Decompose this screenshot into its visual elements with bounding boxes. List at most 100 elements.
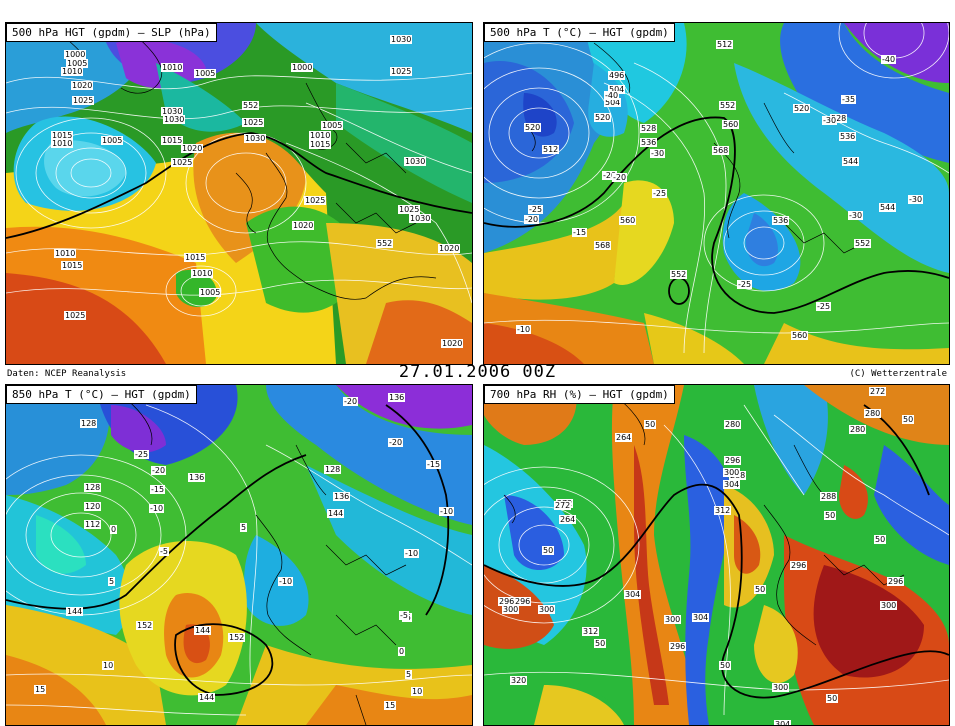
- isoline-label: 300: [772, 683, 790, 692]
- isoline-label: 136: [188, 473, 206, 482]
- isoline-label: 504: [608, 85, 626, 94]
- map-500hpa-slp-field: [6, 23, 472, 364]
- isoline-label: -30: [650, 149, 666, 158]
- isoline-label: 568: [712, 146, 730, 155]
- isoline-label: 304: [692, 613, 710, 622]
- isoline-label: 560: [722, 120, 740, 129]
- isoline-label: 544: [842, 157, 860, 166]
- isoline-label: 1015: [161, 136, 184, 145]
- isoline-label: 560: [619, 216, 637, 225]
- isoline-label: 50: [542, 546, 555, 555]
- isoline-label: -30: [822, 116, 838, 125]
- isoline-label: 272: [869, 387, 887, 396]
- isoline-label: 552: [242, 101, 260, 110]
- isoline-label: 1025: [171, 158, 194, 167]
- isoline-label: -30: [908, 195, 924, 204]
- isoline-label: -30: [848, 211, 864, 220]
- isoline-label: 520: [594, 113, 612, 122]
- isoline-label: 1020: [441, 339, 464, 348]
- isoline-label: 512: [542, 145, 560, 154]
- map-850hpa-temperature-field: [6, 385, 472, 725]
- isoline-label: 552: [719, 101, 737, 110]
- isoline-label: 5: [108, 577, 116, 586]
- isoline-label: 304: [624, 590, 642, 599]
- isoline-label: 15: [34, 685, 47, 694]
- copyright-label: (C) Wetterzentrale: [849, 369, 947, 379]
- isoline-label: 536: [772, 216, 790, 225]
- isoline-label: 1015: [51, 131, 74, 140]
- isoline-label: 320: [510, 676, 528, 685]
- isoline-label: 1025: [398, 205, 421, 214]
- isoline-label: 300: [538, 605, 556, 614]
- isoline-label: 50: [826, 694, 839, 703]
- isoline-label: 1015: [61, 261, 84, 270]
- isoline-label: -40: [604, 91, 620, 100]
- isoline-label: 128: [80, 419, 98, 428]
- isoline-label: -10: [439, 507, 455, 516]
- isoline-label: -25: [737, 280, 753, 289]
- isoline-label: 1005: [66, 59, 89, 68]
- isoline-label: 312: [582, 627, 600, 636]
- isoline-label: 528: [830, 114, 848, 123]
- isoline-label: 1015: [309, 140, 332, 149]
- isoline-label: 112: [84, 520, 102, 529]
- isoline-label: 152: [136, 621, 154, 630]
- isoline-label: 496: [608, 71, 626, 80]
- isoline-label: 136: [388, 393, 406, 402]
- isoline-label: 15: [384, 701, 397, 710]
- isoline-label: 560: [791, 331, 809, 340]
- isoline-label: 0: [398, 647, 406, 656]
- isoline-label: 1020: [71, 81, 94, 90]
- panel-title: 500 hPa T (°C) — HGT (gpdm): [484, 23, 675, 42]
- isoline-label: -35: [841, 95, 857, 104]
- isoline-label: -25: [134, 450, 150, 459]
- isoline-label: 1020: [438, 244, 461, 253]
- map-panel-850hpa-temperature: 850 hPa T (°C) — HGT (gpdm) 128 -20 136 …: [5, 384, 473, 726]
- isoline-label: 264: [559, 515, 577, 524]
- isoline-label: 536: [640, 138, 658, 147]
- isoline-label: 144: [327, 509, 345, 518]
- isoline-label: 1005: [194, 69, 217, 78]
- isoline-label: 5: [240, 523, 248, 532]
- isoline-label: -5: [399, 611, 409, 620]
- isoline-label: -15: [426, 460, 442, 469]
- isoline-label: 300: [664, 615, 682, 624]
- panel-title: 700 hPa RH (%) — HGT (gpdm): [484, 385, 675, 404]
- isoline-label: 10: [411, 687, 424, 696]
- isoline-label: -5: [159, 547, 169, 556]
- isoline-label: -20: [343, 397, 359, 406]
- isoline-label: 1020: [292, 221, 315, 230]
- isoline-label: 1025: [304, 196, 327, 205]
- isoline-label: -10: [278, 577, 294, 586]
- isoline-label: 304: [774, 720, 792, 725]
- isoline-label: 264: [615, 433, 633, 442]
- isoline-label: 120: [84, 502, 102, 511]
- map-panel-700hpa-humidity: 700 hPa RH (%) — HGT (gpdm) 272 280 50 2…: [483, 384, 950, 726]
- isoline-label: 1030: [404, 157, 427, 166]
- isoline-label: 280: [849, 425, 867, 434]
- isoline-label: 1030: [163, 115, 186, 124]
- isoline-label: 1010: [51, 139, 74, 148]
- isoline-label: 1000: [64, 50, 87, 59]
- isoline-label: 1020: [181, 144, 204, 153]
- isoline-label: 296: [498, 597, 516, 606]
- isoline-label: 1025: [64, 311, 87, 320]
- isoline-label: 1000: [291, 63, 314, 72]
- isoline-label: -15: [150, 485, 166, 494]
- isoline-label: 296: [669, 642, 687, 651]
- isoline-label: 136: [333, 492, 351, 501]
- isoline-label: 128: [324, 465, 342, 474]
- isoline-label: 1030: [409, 214, 432, 223]
- isoline-label: 520: [793, 104, 811, 113]
- isoline-label: 536: [839, 132, 857, 141]
- isoline-label: 520: [524, 123, 542, 132]
- isoline-label: 280: [864, 409, 882, 418]
- isoline-label: 296: [887, 577, 905, 586]
- panel-title: 500 hPa HGT (gpdm) — SLP (hPa): [6, 23, 217, 42]
- isoline-label: -20: [602, 171, 618, 180]
- isoline-label: 1030: [244, 134, 267, 143]
- isoline-label: 10: [102, 661, 115, 670]
- isoline-label: 50: [754, 585, 767, 594]
- isoline-label: 1005: [101, 136, 124, 145]
- isoline-label: 528: [640, 124, 658, 133]
